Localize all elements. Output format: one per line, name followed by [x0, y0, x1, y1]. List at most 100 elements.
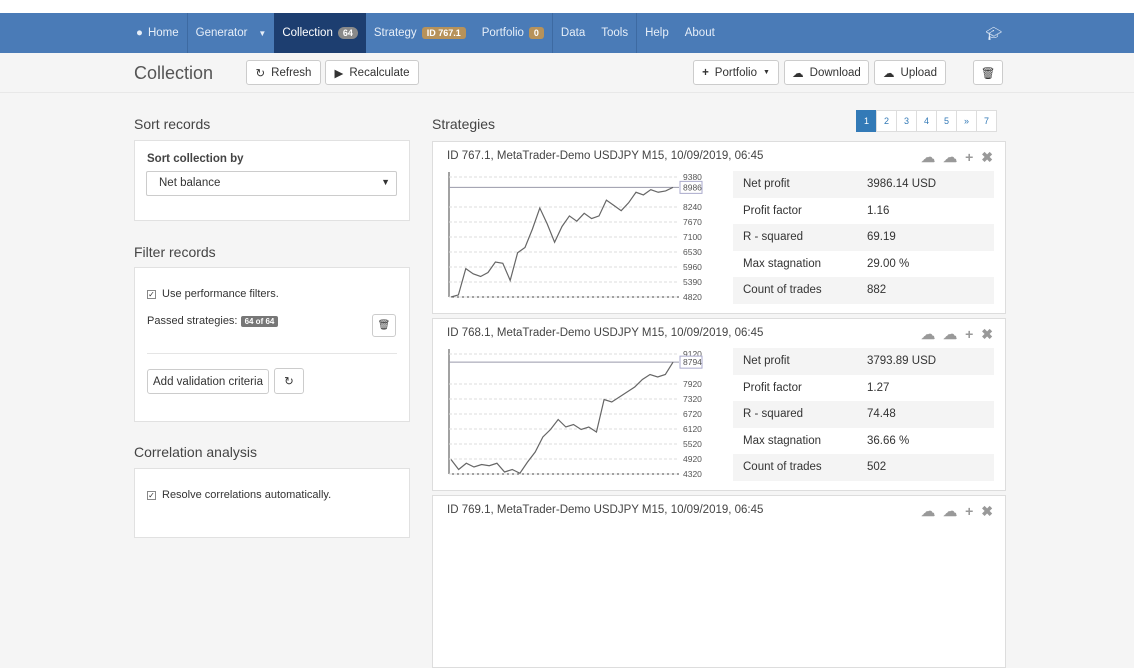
page-link[interactable]: 1	[856, 110, 877, 132]
plus-icon[interactable]: +	[965, 326, 974, 342]
nav-home[interactable]: ● Home	[128, 13, 188, 53]
equity-line	[450, 361, 674, 475]
portfolio-count-badge: 0	[528, 27, 544, 39]
add-to-portfolio-button[interactable]: + Portfolio ▼	[693, 60, 779, 85]
refresh-icon: ↻	[284, 376, 294, 388]
toolbar	[0, 53, 1134, 93]
stat-label: Net profit	[743, 355, 790, 368]
close-icon[interactable]: ✖	[981, 326, 993, 342]
use-filters-row[interactable]: ✓ Use performance filters.	[147, 288, 279, 300]
portfolio-label: Portfolio	[714, 66, 757, 79]
stat-row: Max stagnation 29.00 %	[733, 251, 994, 278]
stat-value: 69.19	[867, 231, 896, 244]
use-filters-checkbox[interactable]: ✓	[147, 289, 156, 299]
stat-value: 74.48	[867, 408, 896, 421]
clear-filters-button[interactable]: 🗑︎	[372, 314, 396, 337]
nav-help[interactable]: Help	[645, 27, 669, 39]
graduation-cap-icon[interactable]: 🎓︎	[985, 26, 1002, 41]
plus-icon[interactable]: +	[965, 503, 974, 519]
strategy-card: ID 768.1, MetaTrader-Demo USDJPY M15, 10…	[432, 318, 1006, 491]
y-tick-label: 6530	[683, 247, 702, 257]
nav-data[interactable]: Data	[560, 27, 586, 39]
page-link[interactable]: 2	[876, 110, 897, 132]
stat-row: Net profit 3986.14 USD	[733, 171, 994, 198]
y-tick-label: 7100	[683, 232, 702, 242]
nav-about[interactable]: About	[684, 27, 715, 39]
stat-value: 1.16	[867, 204, 890, 217]
navbar: ● Home Generator ▼ Collection 64 Strategy ID…	[0, 13, 1134, 53]
top-strip	[0, 0, 1134, 13]
nav-portfolio[interactable]: Portfolio 0	[474, 13, 553, 53]
cloud-upload-icon[interactable]: ☁	[943, 326, 958, 342]
stat-value: 882	[867, 284, 887, 297]
cloud-upload-icon[interactable]: ☁	[943, 149, 958, 165]
y-tick-label: 5520	[683, 439, 702, 449]
delete-all-button[interactable]: 🗑︎	[973, 60, 1003, 85]
use-filters-label: Use performance filters.	[162, 288, 279, 300]
sort-select[interactable]: Net balance ▼	[146, 171, 397, 196]
resolve-row[interactable]: ✓ Resolve correlations automatically.	[147, 489, 331, 501]
nav-portfolio-label: Portfolio	[481, 27, 524, 39]
collection-count-badge: 64	[337, 27, 358, 39]
sort-select-value: Net balance	[159, 177, 221, 189]
download-button[interactable]: ☁ Download	[784, 60, 869, 85]
passed-row: Passed strategies: 64 of 64	[147, 315, 279, 327]
page-link[interactable]: 7	[976, 110, 997, 132]
stat-label: R - squared	[743, 231, 804, 244]
page-link[interactable]: 5	[936, 110, 957, 132]
plus-icon[interactable]: +	[965, 149, 974, 165]
divider	[147, 353, 397, 354]
add-criteria-label: Add validation criteria	[153, 375, 263, 388]
resolve-label: Resolve correlations automatically.	[162, 489, 332, 501]
cloud-upload-icon[interactable]: ☁	[943, 503, 958, 519]
stat-label: Max stagnation	[743, 257, 821, 270]
stat-value: 1.27	[867, 381, 890, 394]
close-icon[interactable]: ✖	[981, 149, 993, 165]
last-value-box	[679, 180, 703, 194]
upload-button[interactable]: ☁ Upload	[874, 60, 946, 85]
y-tick-label: 8986	[683, 182, 702, 192]
stat-label: Count of trades	[743, 284, 822, 297]
close-icon[interactable]: ✖	[981, 503, 993, 519]
refresh-button[interactable]: ↻ Refresh	[246, 60, 321, 85]
cloud-download-icon[interactable]: ☁	[921, 503, 936, 519]
plus-icon: +	[702, 66, 709, 79]
page-link[interactable]: 4	[916, 110, 937, 132]
refresh-filters-button[interactable]: ↻	[274, 368, 304, 394]
strategy-title: ID 767.1, MetaTrader-Demo USDJPY M15, 10…	[447, 150, 764, 162]
y-tick-label: 7320	[683, 394, 702, 404]
strategy-title: ID 769.1, MetaTrader-Demo USDJPY M15, 10…	[447, 504, 764, 516]
card-actions: ☁ ☁ + ✖	[921, 326, 993, 343]
caret-down-icon: ▼	[258, 28, 267, 38]
sort-heading: Sort records	[134, 116, 211, 132]
y-tick-label: 7670	[683, 217, 702, 227]
stat-row: Count of trades 502	[733, 454, 994, 481]
play-icon: ▶	[334, 67, 344, 80]
stat-row: Count of trades 882	[733, 277, 994, 304]
nav-generator[interactable]: Generator ▼	[188, 13, 275, 53]
resolve-checkbox[interactable]: ✓	[147, 490, 156, 500]
y-tick-label: 4320	[683, 469, 702, 479]
caret-down-icon: ▼	[762, 69, 770, 76]
strategy-card: ID 767.1, MetaTrader-Demo USDJPY M15, 10…	[432, 141, 1006, 314]
nav-strategy[interactable]: Strategy ID 767.1	[366, 13, 474, 53]
add-validation-criteria-button[interactable]: Add validation criteria	[147, 369, 269, 394]
nav-tools[interactable]: Tools	[593, 13, 638, 53]
download-label: Download	[809, 66, 861, 79]
y-tick-label: 8794	[683, 357, 702, 367]
nav-collection[interactable]: Collection 64	[274, 13, 366, 53]
card-actions: ☁ ☁ + ✖	[921, 149, 993, 166]
page-link[interactable]: 3	[896, 110, 917, 132]
recalculate-button[interactable]: ▶ Recalculate	[325, 60, 419, 85]
card-actions: ☁ ☁ + ✖	[921, 503, 993, 520]
cloud-download-icon[interactable]: ☁	[921, 326, 936, 342]
page-link[interactable]: »	[956, 110, 977, 132]
cloud-download-icon[interactable]: ☁	[921, 149, 936, 165]
correlation-panel: ✓ Resolve correlations automatically.	[134, 468, 410, 538]
y-tick-label: 4920	[683, 454, 702, 464]
strategy-card: ID 769.1, MetaTrader-Demo USDJPY M15, 10…	[432, 495, 1006, 668]
stat-row: R - squared 74.48	[733, 401, 994, 428]
y-tick-label: 9120	[683, 349, 702, 359]
home-icon: ●	[136, 27, 143, 39]
